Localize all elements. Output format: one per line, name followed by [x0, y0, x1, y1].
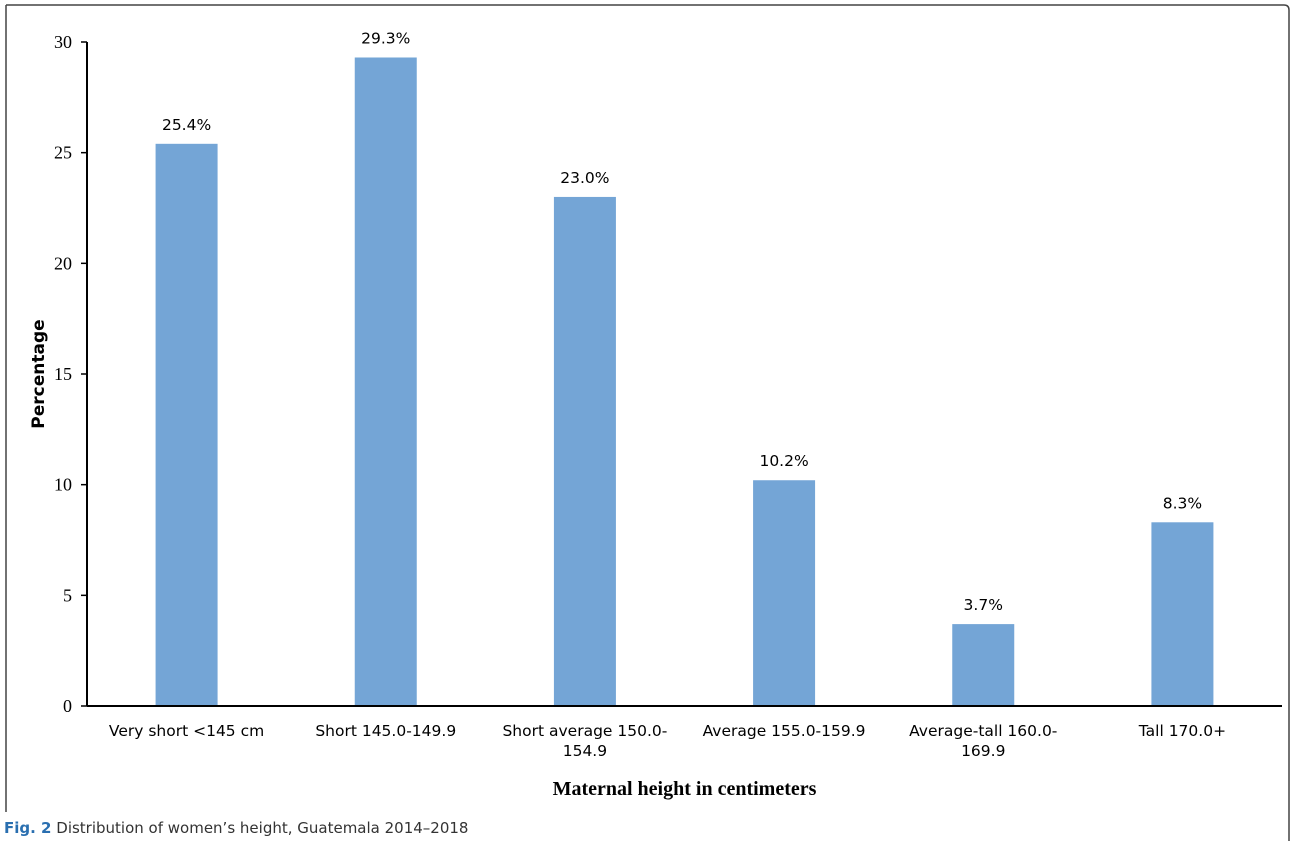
bar-data-label: 25.4% — [162, 116, 211, 134]
y-tick-label: 15 — [54, 364, 72, 384]
y-tick-label: 0 — [63, 696, 72, 716]
frame-border — [6, 4, 1290, 841]
figure-number: Fig. 2 — [4, 819, 52, 837]
bar-data-label: 23.0% — [560, 169, 609, 187]
x-tick-label-line: 169.9 — [961, 742, 1005, 760]
bar — [753, 480, 816, 706]
y-tick-label: 5 — [63, 585, 72, 605]
y-tick-label: 30 — [54, 32, 72, 52]
bar — [155, 143, 218, 706]
bar-data-label: 29.3% — [361, 29, 410, 47]
bars-group — [155, 57, 1214, 706]
bar — [952, 624, 1015, 706]
x-axis: Very short <145 cm Short 145.0-149.9 Short… — [87, 705, 1282, 760]
y-tick-label: 10 — [54, 475, 72, 495]
data-labels-group: 25.4% 29.3% 23.0% 10.2% 3.7% 8.3% — [162, 29, 1202, 614]
x-tick-label: Very short <145 cm — [109, 722, 264, 740]
y-tick-label: 25 — [54, 143, 72, 163]
y-tick-label: 20 — [54, 253, 72, 273]
caption-text: Distribution of women’s height, Guatemal… — [56, 819, 469, 837]
bar-data-label: 8.3% — [1163, 494, 1202, 512]
bar — [1151, 522, 1214, 706]
y-axis: 0 5 10 15 20 25 30 — [54, 32, 88, 716]
bar-data-label: 3.7% — [964, 596, 1003, 614]
bar-data-label: 10.2% — [759, 452, 808, 470]
x-tick-label-line: Short average 150.0- — [502, 722, 667, 740]
x-tick-label: Short average 150.0- 154.9 — [502, 722, 667, 760]
figure-caption: Fig. 2 Distribution of women’s height, G… — [4, 819, 468, 837]
bar — [553, 196, 616, 706]
x-tick-label-line: Average 155.0-159.9 — [703, 722, 866, 740]
x-tick-label-line: Short 145.0-149.9 — [315, 722, 456, 740]
x-tick-label: Average 155.0-159.9 — [703, 722, 866, 740]
x-tick-label: Tall 170.0+ — [1138, 722, 1226, 740]
x-tick-label-line: Very short <145 cm — [109, 722, 264, 740]
x-tick-label-line: Average-tall 160.0- — [909, 722, 1057, 740]
x-tick-label-line: 154.9 — [563, 742, 607, 760]
bar — [354, 57, 417, 706]
x-tick-label: Short 145.0-149.9 — [315, 722, 456, 740]
y-axis-title: Percentage — [29, 319, 49, 428]
x-tick-label-line: Tall 170.0+ — [1138, 722, 1226, 740]
x-tick-label: Average-tall 160.0- 169.9 — [909, 722, 1057, 760]
x-axis-title: Maternal height in centimeters — [553, 778, 817, 800]
